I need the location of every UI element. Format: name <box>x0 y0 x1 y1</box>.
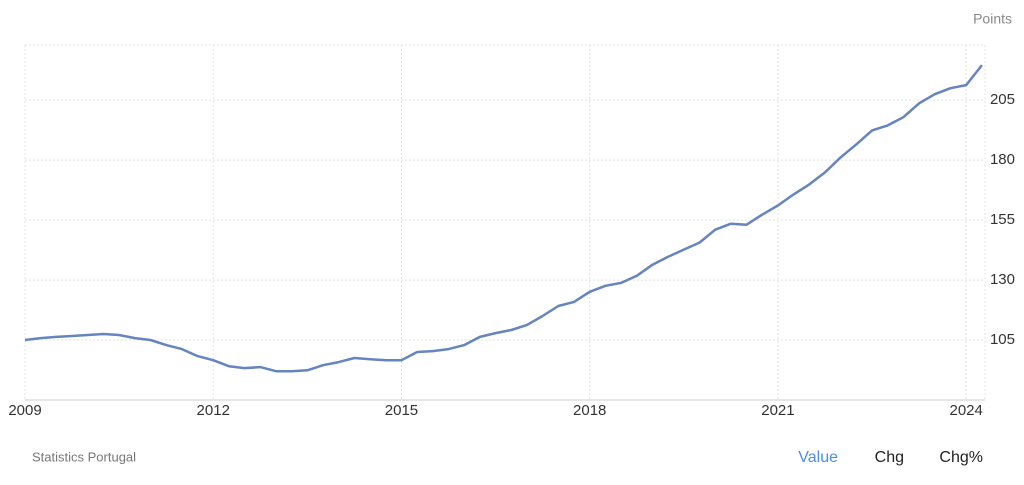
y-tick-label: 130 <box>990 271 1015 288</box>
x-tick-label: 2012 <box>197 402 230 419</box>
unit-label: Points <box>973 11 1012 27</box>
tab[interactable]: Value <box>798 449 838 466</box>
data-line <box>24 64 983 373</box>
x-tick-label: 2021 <box>761 402 794 419</box>
y-tick-label: 205 <box>990 91 1015 108</box>
source: Statistics Portugal <box>32 449 136 464</box>
tab[interactable]: Chg <box>875 449 904 466</box>
x-tick-label: 2015 <box>385 402 418 419</box>
x-tick-label: 2018 <box>573 402 606 419</box>
y-tick-label: 105 <box>990 331 1015 348</box>
tab[interactable]: Chg% <box>939 449 983 466</box>
y-tick-label: 180 <box>990 151 1015 168</box>
x-tick-label: 2009 <box>8 402 41 419</box>
x-tick-label: 2024 <box>949 402 982 419</box>
y-tick-label: 155 <box>990 211 1015 228</box>
